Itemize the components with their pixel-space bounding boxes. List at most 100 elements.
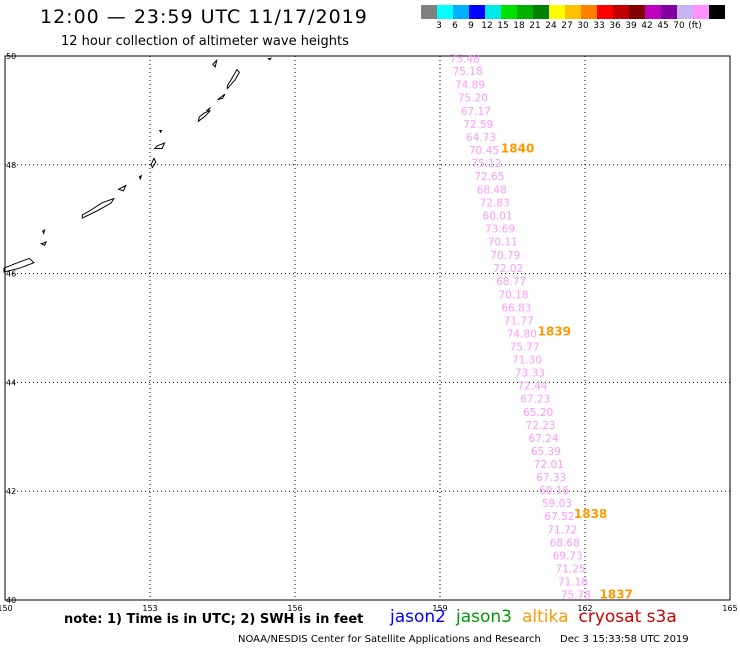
wave-height-value: 72.83 xyxy=(480,197,510,209)
lon-tick-label: 159 xyxy=(432,604,447,613)
island-outline xyxy=(150,157,157,169)
island-outline xyxy=(42,229,46,235)
island-outline xyxy=(226,68,241,90)
legend-swatch xyxy=(453,5,469,19)
legend-color-scale xyxy=(421,5,740,19)
wave-height-value: 71.25 xyxy=(556,563,586,575)
wave-height-value: 73.69 xyxy=(485,223,515,235)
lat-tick-label: 46 xyxy=(6,270,16,279)
pass-number-label: 1838 xyxy=(574,507,607,521)
legend-tick-label: 3 xyxy=(436,21,442,31)
island-outline xyxy=(153,142,166,149)
legend-swatch xyxy=(485,5,501,19)
wave-height-value: 74.80 xyxy=(507,328,537,340)
wave-height-value: 70.79 xyxy=(490,250,520,262)
lon-tick-label: 165 xyxy=(722,604,737,613)
wave-height-value: 75.48 xyxy=(450,54,480,66)
legend-tick-label: 45 xyxy=(657,21,669,31)
legend-swatch xyxy=(517,5,533,19)
legend-tick-label: 18 xyxy=(513,21,525,31)
legend-tick-label: 70 xyxy=(673,21,685,31)
footnote: note: 1) Time is in UTC; 2) SWH is in fe… xyxy=(64,612,364,627)
legend-labels: 3 6 9 12 15 18 21 24 27 30 33 36 39 42 45 70 (ft) xyxy=(421,21,740,33)
wave-height-value: 75.12 xyxy=(471,158,501,170)
lat-tick-label: 50 xyxy=(6,52,16,61)
legend-tick-label: 15 xyxy=(497,21,509,31)
lon-tick-label: 153 xyxy=(142,604,157,613)
island-outline xyxy=(40,241,48,246)
legend-tick-label: 9 xyxy=(468,21,474,31)
wave-height-value: 71.77 xyxy=(504,315,534,327)
wave-height-value: 75.18 xyxy=(453,66,483,78)
wave-height-value: 75.78 xyxy=(561,590,591,602)
legend-swatch xyxy=(549,5,565,19)
legend-tick-label: 27 xyxy=(561,21,573,31)
lat-tick-label: 44 xyxy=(6,378,16,387)
legend-swatch xyxy=(533,5,549,19)
wave-height-value: 64.73 xyxy=(466,132,496,144)
island-outline xyxy=(81,197,115,219)
legend-tick-label: 24 xyxy=(545,21,557,31)
wave-height-value: 75.20 xyxy=(458,92,488,104)
legend-swatch xyxy=(565,5,581,19)
wave-height-value: 67.24 xyxy=(528,433,558,445)
credit-line: NOAA/NESDIS Center for Satellite Applica… xyxy=(238,634,689,645)
pass-number-label: 1837 xyxy=(600,587,633,601)
credit-text: NOAA/NESDIS Center for Satellite Applica… xyxy=(238,634,541,645)
lon-tick-label: 156 xyxy=(287,604,302,613)
legend-tick-label: 12 xyxy=(481,21,493,31)
wave-height-value: 71.72 xyxy=(547,524,577,536)
wave-height-value: 60.16 xyxy=(539,485,569,497)
generated-timestamp: Dec 3 15:33:58 UTC 2019 xyxy=(560,634,689,645)
page-title: 12:00 — 23:59 UTC 11/17/2019 xyxy=(40,6,368,28)
legend-swatch xyxy=(661,5,677,19)
island-outline xyxy=(138,174,143,181)
lat-tick-label: 42 xyxy=(6,487,16,496)
pass-number-label: 1840 xyxy=(501,141,534,155)
legend-tick-label: 33 xyxy=(593,21,605,31)
color-legend: 3 6 9 12 15 18 21 24 27 30 33 36 39 42 45 70 (ft) xyxy=(421,5,740,33)
wave-height-value: 70.18 xyxy=(498,289,528,301)
legend-swatch xyxy=(709,5,725,19)
legend-swatch xyxy=(597,5,613,19)
island-outline xyxy=(117,184,127,192)
wave-height-value: 65.20 xyxy=(523,407,553,419)
wave-height-value: 72.65 xyxy=(474,171,504,183)
legend-swatch xyxy=(613,5,629,19)
wave-height-value: 67.33 xyxy=(536,472,566,484)
island-outline xyxy=(158,130,163,134)
wave-height-value: 74.89 xyxy=(455,79,485,91)
legend-swatch xyxy=(437,5,453,19)
lon-tick-label: 150 xyxy=(0,604,13,613)
satellite-label: jason2 xyxy=(390,607,446,627)
wave-height-value: 68.77 xyxy=(496,276,526,288)
wave-height-value: 75.77 xyxy=(510,341,540,353)
lat-tick-label: 48 xyxy=(6,161,16,170)
legend-swatch xyxy=(581,5,597,19)
wave-height-value: 71.30 xyxy=(512,355,542,367)
legend-swatch xyxy=(677,5,693,19)
legend-swatch xyxy=(469,5,485,19)
wave-height-value: 67.52 xyxy=(544,511,574,523)
wave-height-value: 72.44 xyxy=(517,381,547,393)
legend-unit: (ft) xyxy=(688,21,702,31)
island-outline xyxy=(197,109,211,123)
legend-swatch xyxy=(629,5,645,19)
wave-height-value: 70.45 xyxy=(469,145,499,157)
wave-height-value: 70.11 xyxy=(488,237,518,249)
legend-tick-label: 21 xyxy=(529,21,541,31)
wave-height-value: 60.01 xyxy=(483,210,513,222)
legend-swatch xyxy=(501,5,517,19)
pass-number-label: 1839 xyxy=(538,325,571,339)
legend-tick-label: 39 xyxy=(625,21,637,31)
wave-height-value: 67.23 xyxy=(520,394,550,406)
wave-height-value: 68.68 xyxy=(550,537,580,549)
legend-swatch xyxy=(693,5,709,19)
wave-height-value: 72.59 xyxy=(463,119,493,131)
legend-tick-label: 6 xyxy=(452,21,458,31)
wave-height-value: 66.83 xyxy=(501,302,531,314)
island-outline xyxy=(267,57,272,61)
island-outline xyxy=(3,257,35,273)
legend-tick-label: 42 xyxy=(641,21,653,31)
